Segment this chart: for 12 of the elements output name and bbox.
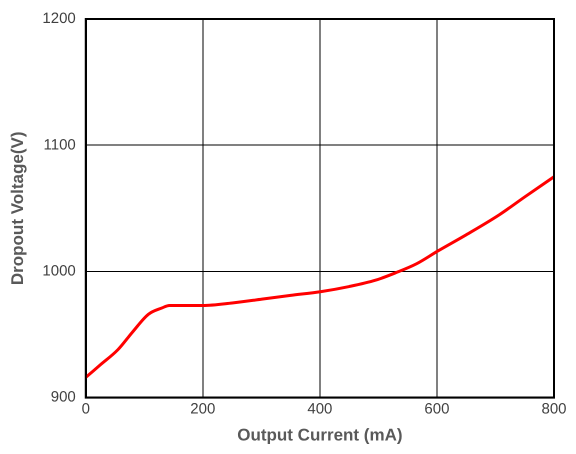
- y-tick-label: 1000: [42, 262, 76, 280]
- x-tick-label: 800: [541, 400, 567, 418]
- x-tick-label: 200: [190, 400, 216, 418]
- line-series: [86, 175, 554, 379]
- y-axis-title: Dropout Voltage(V): [8, 131, 27, 286]
- x-tick-label: 400: [307, 400, 332, 418]
- x-tick-label: 0: [82, 400, 90, 418]
- x-tick-label: 600: [424, 400, 450, 418]
- y-tick-label: 1200: [42, 10, 76, 28]
- y-tick-label: 900: [50, 388, 76, 406]
- y-tick-label: 1100: [44, 136, 76, 154]
- x-axis-title: Output Current (mA): [237, 425, 403, 444]
